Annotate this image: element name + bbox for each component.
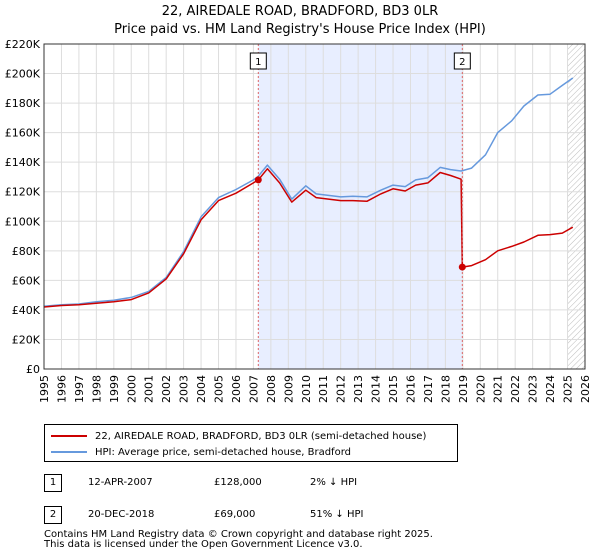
chart-subtitle: Price paid vs. HM Land Registry's House …: [114, 22, 486, 37]
y-tick-label: £20K: [12, 333, 41, 346]
forecast-hatch-region: [567, 44, 585, 369]
x-tick-label: 2024: [544, 375, 557, 403]
legend-swatch-property: [51, 435, 87, 437]
x-tick-label: 1998: [90, 375, 103, 403]
x-tick-label: 2005: [213, 375, 226, 403]
legend-label-hpi: HPI: Average price, semi-detached house,…: [95, 446, 351, 458]
y-tick-label: £100K: [5, 215, 41, 228]
x-tick-label: 2010: [300, 375, 313, 403]
x-tick-label: 2012: [335, 375, 348, 403]
y-tick-label: £140K: [5, 156, 41, 169]
x-tick-label: 2003: [178, 375, 191, 403]
transaction-number-badge: 2: [44, 506, 62, 524]
x-tick-label: 2016: [404, 375, 417, 403]
sale-label-box: [453, 52, 471, 70]
x-tick-label: 2025: [562, 375, 575, 403]
sale-label-number: 1: [255, 57, 261, 68]
footer: Contains HM Land Registry data © Crown c…: [44, 530, 433, 550]
x-tick-label: 2018: [439, 375, 452, 403]
x-tick-label: 2017: [422, 375, 435, 403]
chart-plot: £0 £20K £40K £60K £80K £100K £120K £140K £160K £1…: [5, 38, 592, 403]
x-tick-label: 1997: [73, 375, 86, 403]
transaction-number-badge: 1: [44, 474, 62, 492]
transaction-row: 2 20-DEC-2018 £69,000 51% ↓ HPI: [44, 506, 564, 526]
x-tick-label: 2004: [195, 375, 208, 403]
sale-label-number: 2: [459, 57, 465, 68]
legend: 22, AIREDALE ROAD, BRADFORD, BD3 0LR (se…: [44, 424, 458, 462]
transaction-price: £128,000: [214, 477, 262, 488]
x-tick-label: 2020: [474, 375, 487, 403]
x-tick-label: 2009: [282, 375, 295, 403]
x-tick-label: 1996: [55, 375, 68, 403]
y-tick-label: £220K: [5, 38, 41, 51]
x-tick-label: 2001: [143, 375, 156, 403]
x-tick-label: 2022: [509, 375, 522, 403]
y-tick-label: £160K: [5, 127, 41, 140]
hpi-line: [43, 77, 574, 307]
sale-label-box: [249, 52, 267, 70]
x-tick-label: 1995: [38, 375, 51, 403]
sale-point: [458, 263, 466, 271]
x-tick-label: 2011: [317, 375, 330, 403]
x-tick-label: 2021: [492, 375, 505, 403]
x-tick-label: 2006: [230, 375, 243, 403]
transaction-hpi-diff: 2% ↓ HPI: [310, 477, 358, 488]
sale-point: [254, 176, 262, 184]
y-tick-label: £60K: [12, 274, 41, 287]
legend-label-property: 22, AIREDALE ROAD, BRADFORD, BD3 0LR (se…: [95, 430, 427, 442]
transaction-date: 20-DEC-2018: [88, 509, 155, 520]
x-tick-label: 2000: [125, 375, 138, 403]
x-tick-label: 2015: [387, 375, 400, 403]
y-tick-label: £200K: [5, 68, 41, 81]
y-tick-label: £80K: [12, 245, 41, 258]
y-tick-label: £120K: [5, 186, 41, 199]
ownership-period-shade: [258, 44, 463, 369]
transaction-date: 12-APR-2007: [88, 477, 153, 488]
legend-swatch-hpi: [51, 451, 87, 453]
x-tick-label: 2007: [247, 375, 260, 403]
chart-title: 22, AIREDALE ROAD, BRADFORD, BD3 0LR: [161, 4, 439, 19]
y-tick-label: £180K: [5, 97, 41, 110]
plot-frame: [43, 43, 586, 370]
x-tick-label: 2002: [160, 375, 173, 403]
legend-item-hpi: HPI: Average price, semi-detached house,…: [51, 445, 351, 459]
transaction-price: £69,000: [214, 509, 256, 520]
property-price-line: [43, 168, 574, 308]
x-tick-label: 2023: [527, 375, 540, 403]
transaction-row: 1 12-APR-2007 £128,000 2% ↓ HPI: [44, 474, 564, 494]
legend-item-property: 22, AIREDALE ROAD, BRADFORD, BD3 0LR (se…: [51, 429, 426, 443]
x-tick-label: 2019: [457, 375, 470, 403]
footer-license: This data is licensed under the Open Gov…: [44, 539, 363, 550]
x-tick-label: 1999: [108, 375, 121, 403]
transaction-hpi-diff: 51% ↓ HPI: [310, 509, 364, 520]
x-tick-label: 2014: [370, 375, 383, 403]
footer-copyright: Contains HM Land Registry data © Crown c…: [44, 529, 433, 540]
y-tick-label: £40K: [12, 304, 41, 317]
x-tick-label: 2026: [579, 375, 592, 403]
x-tick-label: 2008: [265, 375, 278, 403]
x-tick-label: 2013: [352, 375, 365, 403]
y-tick-label: £0: [26, 363, 40, 376]
